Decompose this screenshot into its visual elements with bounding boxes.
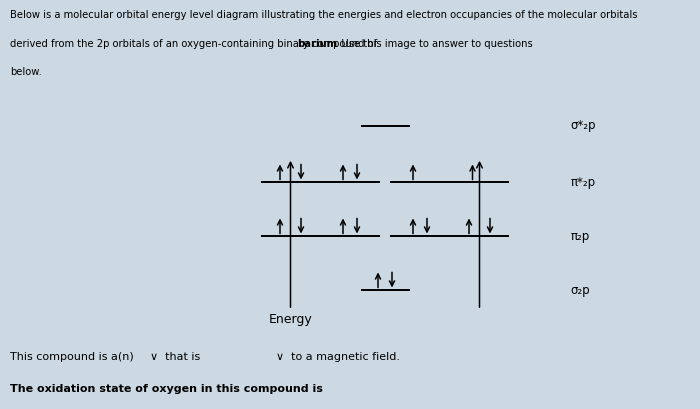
- Text: σ₂p: σ₂p: [570, 284, 590, 297]
- Text: ∨  to a magnetic field.: ∨ to a magnetic field.: [276, 352, 400, 362]
- Text: barium: barium: [298, 39, 337, 49]
- Text: derived from the 2p orbitals of an oxygen-containing binary compound of: derived from the 2p orbitals of an oxyge…: [10, 39, 381, 49]
- Text: This compound is a(n): This compound is a(n): [10, 352, 134, 362]
- Text: The oxidation state of oxygen in this compound is: The oxidation state of oxygen in this co…: [10, 384, 323, 394]
- Text: ∨  that is: ∨ that is: [150, 352, 201, 362]
- Text: π₂p: π₂p: [570, 230, 589, 243]
- Text: Energy: Energy: [269, 313, 312, 326]
- Text: below.: below.: [10, 67, 42, 77]
- Text: Below is a molecular orbital energy level diagram illustrating the energies and : Below is a molecular orbital energy leve…: [10, 10, 638, 20]
- Text: σ*₂p: σ*₂p: [570, 119, 596, 133]
- Text: π*₂p: π*₂p: [570, 176, 596, 189]
- Text: . Use this image to answer to questions: . Use this image to answer to questions: [335, 39, 532, 49]
